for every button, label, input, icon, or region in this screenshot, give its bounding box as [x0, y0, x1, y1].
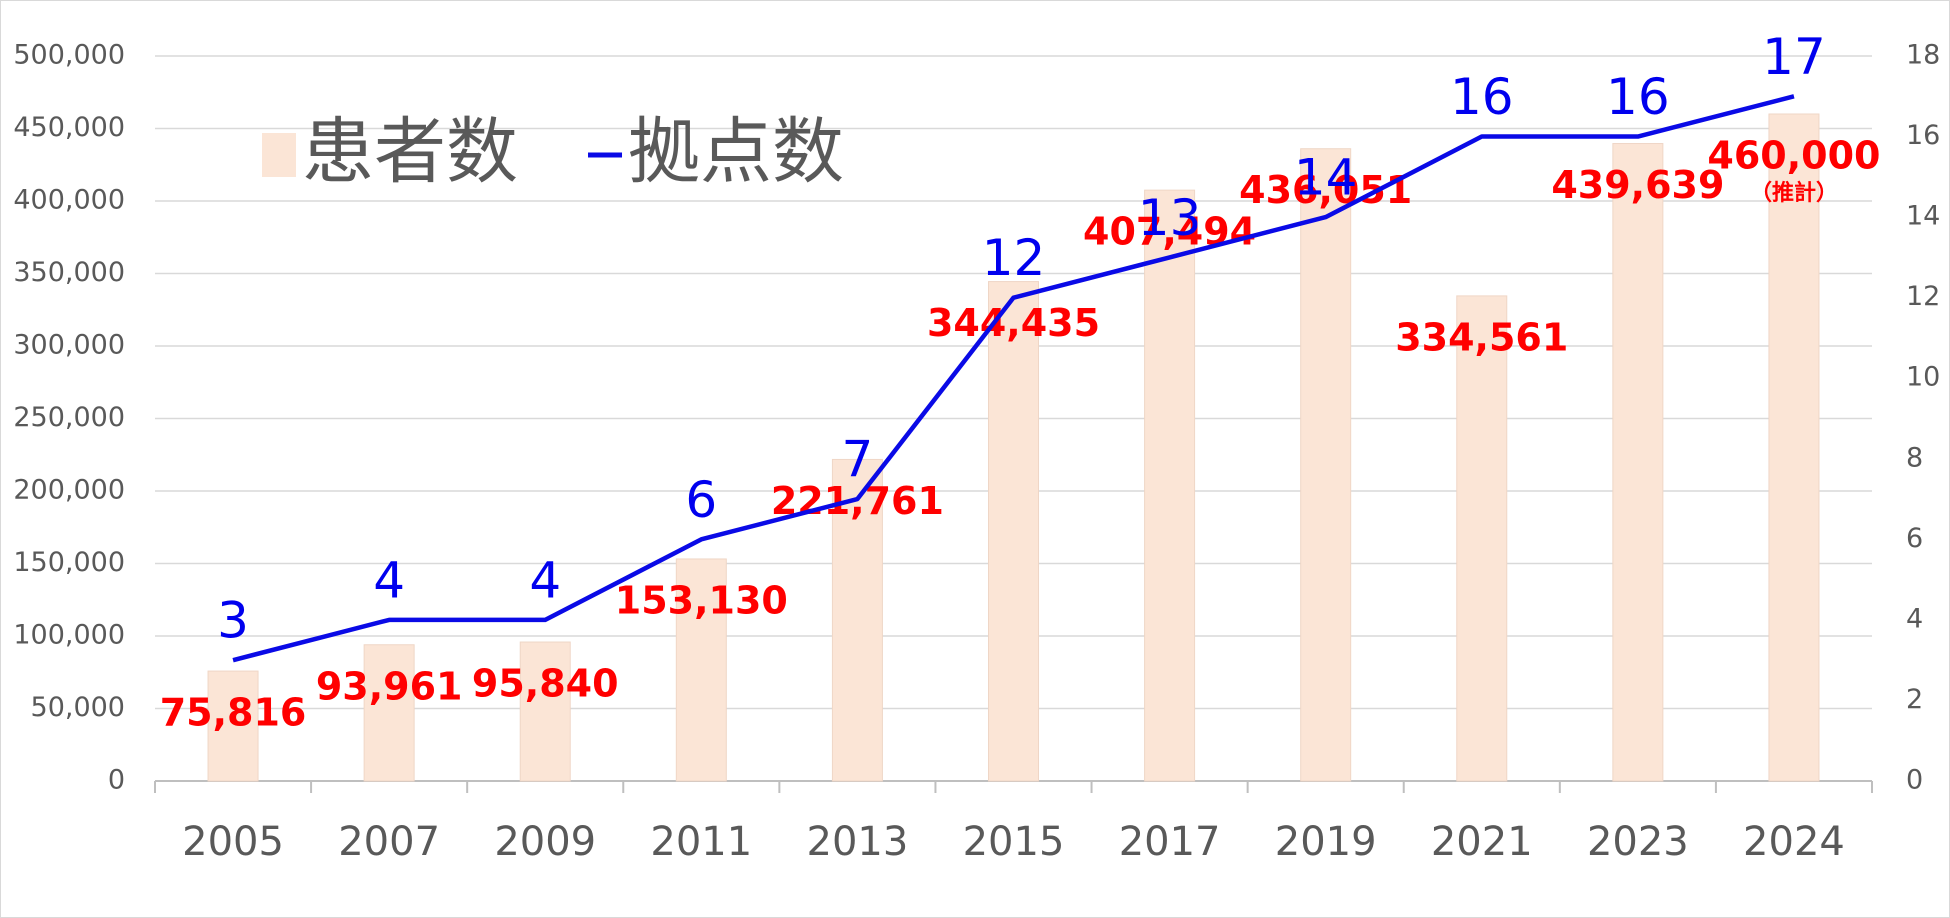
legend-label: 拠点数 — [628, 110, 844, 194]
y-tick-label: 350,000 — [13, 257, 125, 288]
bar — [1768, 113, 1820, 782]
y2-tick-label: 6 — [1906, 523, 1923, 554]
x-tick-label: 2009 — [494, 819, 596, 865]
bar — [1456, 295, 1508, 782]
y2-tick-label: 12 — [1906, 281, 1940, 312]
line-value-label: 16 — [1450, 68, 1514, 126]
y-tick-label: 250,000 — [13, 402, 125, 433]
y2-tick-label: 4 — [1906, 603, 1923, 634]
line-value-label: 7 — [842, 431, 874, 489]
line-value-label: 16 — [1606, 68, 1670, 126]
x-tick-label: 2013 — [807, 819, 909, 865]
bar — [675, 558, 727, 782]
y2-tick-label: 0 — [1906, 765, 1923, 796]
bar-value-label: 334,561 — [1395, 315, 1568, 359]
y-tick-label: 0 — [108, 765, 125, 796]
line-value-label: 13 — [1138, 189, 1202, 247]
y2-tick-label: 2 — [1906, 684, 1923, 715]
x-tick-label: 2011 — [650, 819, 752, 865]
bar — [1612, 143, 1664, 782]
y-tick-label: 100,000 — [13, 620, 125, 651]
bar-value-label: 95,840 — [472, 662, 619, 706]
x-tick-label: 2005 — [182, 819, 284, 865]
x-tick-label: 2021 — [1431, 819, 1533, 865]
bar — [988, 281, 1039, 782]
y-tick-label: 200,000 — [13, 475, 125, 506]
line-value-label: 17 — [1762, 28, 1826, 86]
bar-value-label: 344,435 — [927, 301, 1100, 345]
bar-value-label: 460,000 — [1707, 134, 1880, 178]
line-value-label: 14 — [1294, 149, 1358, 207]
annotation: （推計） — [1750, 180, 1838, 206]
line-value-label: 3 — [217, 592, 249, 650]
legend-swatch — [262, 133, 296, 177]
x-tick-label: 2019 — [1275, 819, 1377, 865]
x-tick-label: 2007 — [338, 819, 440, 865]
bar — [207, 670, 259, 782]
x-tick-label: 2024 — [1743, 819, 1845, 865]
y2-tick-label: 14 — [1906, 201, 1940, 232]
bar — [363, 644, 415, 782]
line — [232, 94, 1795, 663]
y-tick-label: 400,000 — [13, 185, 125, 216]
y-tick-label: 300,000 — [13, 330, 125, 361]
bar — [831, 458, 883, 782]
bar — [1144, 189, 1196, 782]
y-tick-label: 50,000 — [31, 692, 125, 723]
bar-value-label: 407,494 — [1083, 210, 1256, 254]
y-tick-label: 500,000 — [13, 40, 125, 71]
bar-value-label: 93,961 — [316, 664, 463, 708]
y2-tick-label: 8 — [1906, 442, 1923, 473]
x-tick-label: 2015 — [963, 819, 1065, 865]
bar-value-label: 439,639 — [1551, 163, 1724, 207]
bar-value-label: 436,051 — [1239, 168, 1412, 212]
line-value-label: 4 — [373, 551, 405, 609]
line-value-label: 6 — [685, 471, 717, 529]
y-tick-label: 150,000 — [13, 547, 125, 578]
y2-tick-label: 16 — [1906, 120, 1940, 151]
y-tick-label: 450,000 — [13, 112, 125, 143]
bar-value-label: 153,130 — [615, 578, 788, 622]
y2-tick-label: 18 — [1906, 40, 1940, 71]
y2-tick-label: 10 — [1906, 362, 1940, 393]
bar — [519, 641, 571, 782]
bar-value-label: 75,816 — [160, 691, 307, 735]
x-tick-label: 2023 — [1587, 819, 1689, 865]
line-value-label: 4 — [529, 551, 561, 609]
bar — [1300, 148, 1352, 782]
x-tick-label: 2017 — [1119, 819, 1221, 865]
line-value-label: 12 — [982, 229, 1046, 287]
legend-label: 患者数 — [302, 110, 518, 194]
